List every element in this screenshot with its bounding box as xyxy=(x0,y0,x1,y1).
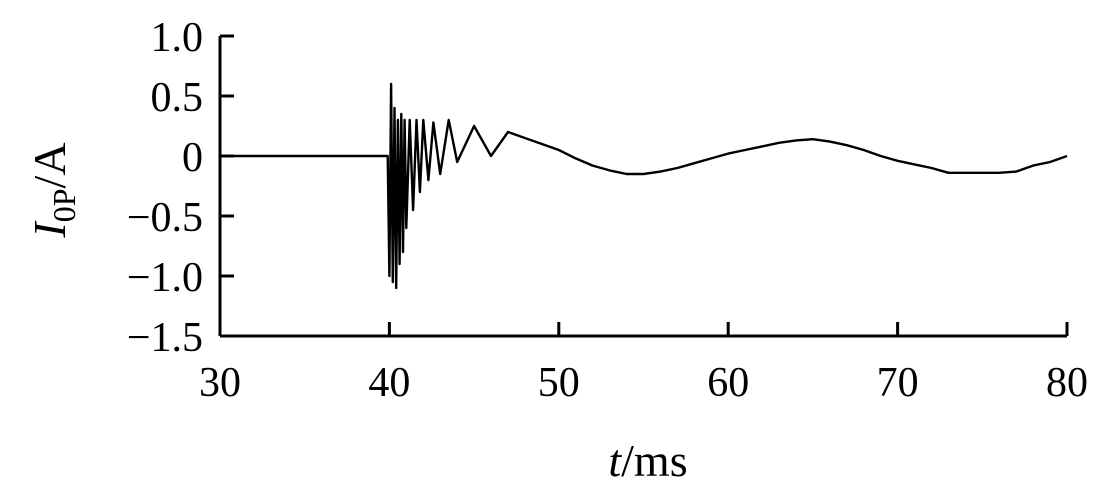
plot-area xyxy=(220,82,1068,290)
y-tick-label: −1.0 xyxy=(127,255,203,301)
chart-axes xyxy=(218,36,1067,338)
y-axis-title-unit: /A xyxy=(24,142,75,188)
y-axis-title-symbol: I xyxy=(24,220,75,239)
x-tick-label: 80 xyxy=(1046,360,1088,406)
x-axis-title-symbol: t xyxy=(608,435,622,486)
x-axis-title-unit: /ms xyxy=(621,435,687,486)
y-tick-label: 0.5 xyxy=(151,75,204,121)
y-tick-label: −1.5 xyxy=(127,315,203,361)
x-tick-label: 60 xyxy=(707,360,749,406)
x-tick-label: 50 xyxy=(538,360,580,406)
x-tick-label: 30 xyxy=(199,360,241,406)
series-line xyxy=(220,82,1068,290)
tick-labels: 30 40 50 60 70 80 1.0 0.5 0 −0.5 −1.0 −1.5 xyxy=(127,15,1088,406)
tick-marks xyxy=(218,34,1069,338)
y-tick-label: 1.0 xyxy=(151,15,204,61)
x-axis-title: t/ms xyxy=(608,435,687,486)
y-axis-title: I0P/A xyxy=(24,142,82,238)
x-tick-label: 40 xyxy=(368,360,410,406)
y-axis-title-subscript: 0P xyxy=(46,188,82,222)
y-tick-label: 0 xyxy=(182,135,203,181)
y-tick-label: −0.5 xyxy=(127,195,203,241)
x-tick-label: 70 xyxy=(877,360,919,406)
